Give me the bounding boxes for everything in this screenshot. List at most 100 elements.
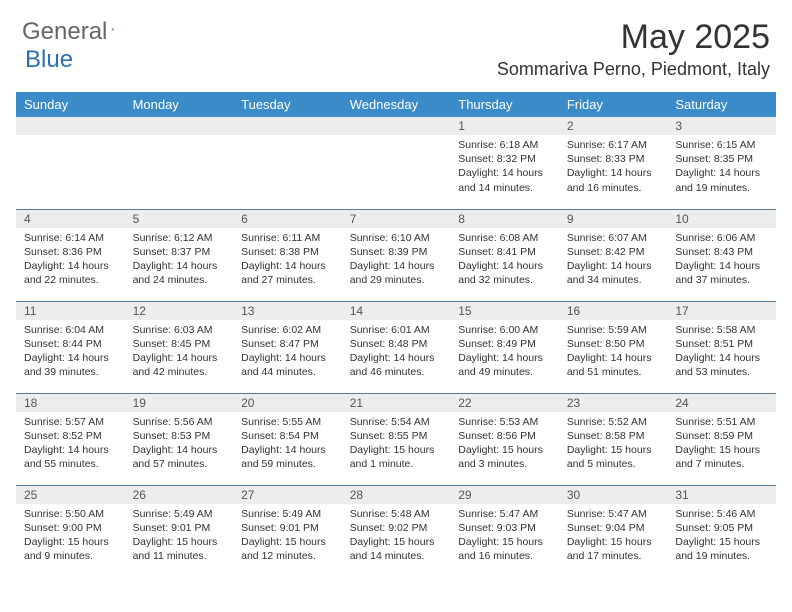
calendar-cell xyxy=(342,117,451,209)
calendar-cell: 27Sunrise: 5:49 AMSunset: 9:01 PMDayligh… xyxy=(233,485,342,577)
calendar-cell: 21Sunrise: 5:54 AMSunset: 8:55 PMDayligh… xyxy=(342,393,451,485)
day-number: 10 xyxy=(667,210,776,228)
calendar-cell: 16Sunrise: 5:59 AMSunset: 8:50 PMDayligh… xyxy=(559,301,668,393)
day-number: 27 xyxy=(233,486,342,504)
day-number: 9 xyxy=(559,210,668,228)
calendar-cell xyxy=(233,117,342,209)
day-data: Sunrise: 5:47 AMSunset: 9:03 PMDaylight:… xyxy=(450,504,559,567)
day-data: Sunrise: 5:49 AMSunset: 9:01 PMDaylight:… xyxy=(125,504,234,567)
day-number: 29 xyxy=(450,486,559,504)
weekday-header: Thursday xyxy=(450,92,559,117)
calendar-cell: 22Sunrise: 5:53 AMSunset: 8:56 PMDayligh… xyxy=(450,393,559,485)
day-data: Sunrise: 5:50 AMSunset: 9:00 PMDaylight:… xyxy=(16,504,125,567)
day-data: Sunrise: 6:14 AMSunset: 8:36 PMDaylight:… xyxy=(16,228,125,291)
day-data: Sunrise: 5:47 AMSunset: 9:04 PMDaylight:… xyxy=(559,504,668,567)
calendar-cell: 28Sunrise: 5:48 AMSunset: 9:02 PMDayligh… xyxy=(342,485,451,577)
calendar-cell xyxy=(16,117,125,209)
day-data: Sunrise: 6:10 AMSunset: 8:39 PMDaylight:… xyxy=(342,228,451,291)
day-data: Sunrise: 6:12 AMSunset: 8:37 PMDaylight:… xyxy=(125,228,234,291)
logo-sail-icon xyxy=(111,19,115,39)
day-data: Sunrise: 6:15 AMSunset: 8:35 PMDaylight:… xyxy=(667,135,776,198)
weekday-header-row: SundayMondayTuesdayWednesdayThursdayFrid… xyxy=(16,92,776,117)
calendar-cell: 18Sunrise: 5:57 AMSunset: 8:52 PMDayligh… xyxy=(16,393,125,485)
calendar-cell: 2Sunrise: 6:17 AMSunset: 8:33 PMDaylight… xyxy=(559,117,668,209)
day-number: 7 xyxy=(342,210,451,228)
calendar-cell: 4Sunrise: 6:14 AMSunset: 8:36 PMDaylight… xyxy=(16,209,125,301)
day-data: Sunrise: 6:04 AMSunset: 8:44 PMDaylight:… xyxy=(16,320,125,383)
calendar-cell: 9Sunrise: 6:07 AMSunset: 8:42 PMDaylight… xyxy=(559,209,668,301)
day-number: 26 xyxy=(125,486,234,504)
day-number: 19 xyxy=(125,394,234,412)
calendar-cell: 17Sunrise: 5:58 AMSunset: 8:51 PMDayligh… xyxy=(667,301,776,393)
calendar-cell: 31Sunrise: 5:46 AMSunset: 9:05 PMDayligh… xyxy=(667,485,776,577)
day-number: 2 xyxy=(559,117,668,135)
calendar-table: SundayMondayTuesdayWednesdayThursdayFrid… xyxy=(16,92,776,577)
day-number: 4 xyxy=(16,210,125,228)
day-data: Sunrise: 5:57 AMSunset: 8:52 PMDaylight:… xyxy=(16,412,125,475)
day-data: Sunrise: 5:52 AMSunset: 8:58 PMDaylight:… xyxy=(559,412,668,475)
calendar-cell: 25Sunrise: 5:50 AMSunset: 9:00 PMDayligh… xyxy=(16,485,125,577)
day-data: Sunrise: 6:18 AMSunset: 8:32 PMDaylight:… xyxy=(450,135,559,198)
day-data: Sunrise: 5:54 AMSunset: 8:55 PMDaylight:… xyxy=(342,412,451,475)
day-data: Sunrise: 5:48 AMSunset: 9:02 PMDaylight:… xyxy=(342,504,451,567)
location: Sommariva Perno, Piedmont, Italy xyxy=(497,59,770,80)
day-data: Sunrise: 6:07 AMSunset: 8:42 PMDaylight:… xyxy=(559,228,668,291)
logo-text-gray: General xyxy=(22,18,107,46)
logo-text-blue: Blue xyxy=(25,46,73,74)
calendar-cell: 30Sunrise: 5:47 AMSunset: 9:04 PMDayligh… xyxy=(559,485,668,577)
day-data: Sunrise: 5:58 AMSunset: 8:51 PMDaylight:… xyxy=(667,320,776,383)
calendar-cell: 23Sunrise: 5:52 AMSunset: 8:58 PMDayligh… xyxy=(559,393,668,485)
day-data: Sunrise: 6:06 AMSunset: 8:43 PMDaylight:… xyxy=(667,228,776,291)
day-data: Sunrise: 6:11 AMSunset: 8:38 PMDaylight:… xyxy=(233,228,342,291)
calendar-cell: 12Sunrise: 6:03 AMSunset: 8:45 PMDayligh… xyxy=(125,301,234,393)
day-data: Sunrise: 6:00 AMSunset: 8:49 PMDaylight:… xyxy=(450,320,559,383)
calendar-cell: 7Sunrise: 6:10 AMSunset: 8:39 PMDaylight… xyxy=(342,209,451,301)
day-number: 17 xyxy=(667,302,776,320)
calendar-cell: 6Sunrise: 6:11 AMSunset: 8:38 PMDaylight… xyxy=(233,209,342,301)
day-number: 20 xyxy=(233,394,342,412)
day-number: 12 xyxy=(125,302,234,320)
calendar-row: 25Sunrise: 5:50 AMSunset: 9:00 PMDayligh… xyxy=(16,485,776,577)
month-title: May 2025 xyxy=(497,18,770,57)
calendar-cell: 19Sunrise: 5:56 AMSunset: 8:53 PMDayligh… xyxy=(125,393,234,485)
calendar-cell: 29Sunrise: 5:47 AMSunset: 9:03 PMDayligh… xyxy=(450,485,559,577)
day-number-empty xyxy=(16,117,125,135)
calendar-cell: 3Sunrise: 6:15 AMSunset: 8:35 PMDaylight… xyxy=(667,117,776,209)
calendar-cell: 24Sunrise: 5:51 AMSunset: 8:59 PMDayligh… xyxy=(667,393,776,485)
weekday-header: Sunday xyxy=(16,92,125,117)
day-number: 24 xyxy=(667,394,776,412)
day-number: 30 xyxy=(559,486,668,504)
day-number: 28 xyxy=(342,486,451,504)
header: General May 2025 Sommariva Perno, Piedmo… xyxy=(0,0,792,84)
day-data: Sunrise: 5:59 AMSunset: 8:50 PMDaylight:… xyxy=(559,320,668,383)
calendar-cell xyxy=(125,117,234,209)
day-number: 11 xyxy=(16,302,125,320)
calendar-cell: 14Sunrise: 6:01 AMSunset: 8:48 PMDayligh… xyxy=(342,301,451,393)
calendar-row: 4Sunrise: 6:14 AMSunset: 8:36 PMDaylight… xyxy=(16,209,776,301)
calendar-cell: 15Sunrise: 6:00 AMSunset: 8:49 PMDayligh… xyxy=(450,301,559,393)
calendar-cell: 10Sunrise: 6:06 AMSunset: 8:43 PMDayligh… xyxy=(667,209,776,301)
calendar-row: 18Sunrise: 5:57 AMSunset: 8:52 PMDayligh… xyxy=(16,393,776,485)
day-number: 1 xyxy=(450,117,559,135)
calendar-cell: 1Sunrise: 6:18 AMSunset: 8:32 PMDaylight… xyxy=(450,117,559,209)
day-data: Sunrise: 5:49 AMSunset: 9:01 PMDaylight:… xyxy=(233,504,342,567)
day-number: 13 xyxy=(233,302,342,320)
day-data: Sunrise: 5:46 AMSunset: 9:05 PMDaylight:… xyxy=(667,504,776,567)
calendar-row: 1Sunrise: 6:18 AMSunset: 8:32 PMDaylight… xyxy=(16,117,776,209)
title-block: May 2025 Sommariva Perno, Piedmont, Ital… xyxy=(497,18,770,80)
weekday-header: Monday xyxy=(125,92,234,117)
day-data: Sunrise: 5:55 AMSunset: 8:54 PMDaylight:… xyxy=(233,412,342,475)
day-number: 23 xyxy=(559,394,668,412)
calendar-cell: 20Sunrise: 5:55 AMSunset: 8:54 PMDayligh… xyxy=(233,393,342,485)
calendar-cell: 26Sunrise: 5:49 AMSunset: 9:01 PMDayligh… xyxy=(125,485,234,577)
day-number: 8 xyxy=(450,210,559,228)
weekday-header: Wednesday xyxy=(342,92,451,117)
day-data: Sunrise: 6:03 AMSunset: 8:45 PMDaylight:… xyxy=(125,320,234,383)
day-number: 3 xyxy=(667,117,776,135)
day-data: Sunrise: 6:17 AMSunset: 8:33 PMDaylight:… xyxy=(559,135,668,198)
day-number: 5 xyxy=(125,210,234,228)
day-number: 22 xyxy=(450,394,559,412)
calendar-cell: 11Sunrise: 6:04 AMSunset: 8:44 PMDayligh… xyxy=(16,301,125,393)
day-data: Sunrise: 5:56 AMSunset: 8:53 PMDaylight:… xyxy=(125,412,234,475)
calendar-cell: 5Sunrise: 6:12 AMSunset: 8:37 PMDaylight… xyxy=(125,209,234,301)
